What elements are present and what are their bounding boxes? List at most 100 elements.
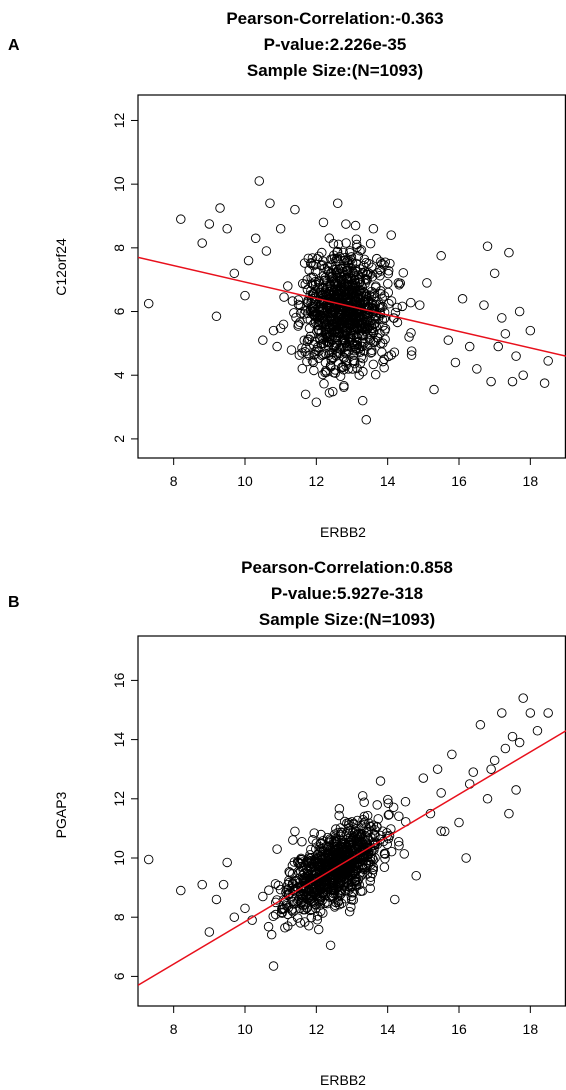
- data-point: [364, 290, 375, 300]
- data-point: [324, 388, 335, 398]
- data-point: [327, 319, 338, 330]
- data-point: [351, 860, 361, 871]
- panel-b-title-line-2: P-value:5.927e-318: [271, 584, 423, 603]
- data-point: [229, 268, 240, 279]
- x-tick-label: 8: [170, 1021, 178, 1037]
- data-point: [347, 817, 357, 827]
- data-point: [358, 366, 368, 377]
- data-point: [345, 267, 355, 278]
- data-point: [297, 881, 308, 892]
- data-point: [472, 364, 482, 374]
- data-point: [278, 319, 289, 330]
- data-point: [379, 354, 389, 365]
- data-point: [258, 335, 268, 345]
- data-point: [371, 296, 381, 307]
- data-point: [507, 376, 518, 387]
- data-point: [299, 258, 310, 268]
- data-point: [532, 725, 543, 736]
- data-point: [304, 334, 315, 344]
- data-point: [197, 879, 207, 890]
- y-tick-label: 8: [111, 244, 127, 252]
- data-point: [309, 828, 320, 838]
- data-point: [215, 203, 225, 213]
- data-point: [468, 767, 479, 777]
- data-point: [447, 749, 457, 760]
- data-point: [340, 255, 351, 265]
- data-point: [329, 253, 340, 264]
- data-point: [504, 247, 514, 258]
- data-point: [364, 303, 375, 313]
- data-point: [345, 844, 356, 855]
- data-point: [375, 257, 386, 267]
- data-point: [341, 219, 351, 229]
- data-point: [344, 885, 354, 895]
- data-point: [307, 279, 317, 289]
- data-point: [486, 764, 496, 774]
- data-point: [270, 897, 281, 908]
- data-point: [229, 912, 240, 922]
- data-point: [300, 389, 311, 400]
- data-point: [539, 378, 550, 388]
- data-point: [359, 811, 370, 822]
- data-point: [336, 827, 346, 838]
- data-point: [143, 298, 154, 309]
- y-tick-label: 4: [111, 371, 127, 379]
- data-point: [331, 288, 341, 299]
- data-point: [324, 286, 334, 297]
- data-point: [359, 797, 369, 807]
- data-point: [368, 862, 379, 872]
- data-point: [406, 350, 417, 360]
- data-point: [493, 341, 503, 352]
- data-point: [339, 380, 349, 391]
- data-point: [324, 290, 334, 300]
- data-point: [313, 277, 324, 287]
- data-point: [204, 219, 215, 229]
- data-point: [353, 829, 364, 839]
- data-point: [328, 892, 338, 903]
- data-point: [325, 871, 336, 882]
- data-point: [359, 254, 370, 265]
- data-point: [325, 834, 335, 844]
- data-point: [289, 308, 299, 318]
- data-point: [375, 830, 386, 841]
- data-point: [314, 897, 324, 907]
- data-point: [342, 265, 353, 276]
- y-tick-label: 14: [111, 732, 127, 748]
- data-point: [385, 258, 395, 269]
- data-point: [270, 879, 281, 889]
- data-point: [283, 890, 293, 901]
- data-point: [383, 287, 394, 298]
- scatter-points: [143, 176, 553, 425]
- data-point: [341, 302, 351, 313]
- data-point: [374, 264, 385, 275]
- data-point: [386, 846, 397, 857]
- data-point: [331, 349, 342, 359]
- data-point: [518, 693, 528, 703]
- data-point: [386, 296, 397, 306]
- data-point: [349, 290, 359, 301]
- data-point: [329, 887, 340, 898]
- data-point: [379, 362, 389, 373]
- data-point: [393, 837, 404, 847]
- data-point: [322, 265, 332, 276]
- data-point: [292, 913, 303, 923]
- data-point: [351, 234, 362, 244]
- data-point: [362, 810, 373, 821]
- data-point: [375, 776, 386, 786]
- data-point: [393, 278, 404, 288]
- data-point: [301, 890, 311, 901]
- panel-a-y-axis-label: C12orf24: [53, 238, 69, 296]
- data-point: [313, 849, 323, 859]
- data-point: [258, 891, 268, 902]
- data-point: [296, 897, 306, 908]
- data-point: [297, 857, 308, 867]
- data-point: [306, 878, 317, 889]
- panel-a-title-line-3: Sample Size:(N=1093): [247, 61, 423, 80]
- data-point: [418, 773, 429, 783]
- data-point: [297, 363, 308, 374]
- data-point: [326, 315, 337, 325]
- data-point: [335, 317, 346, 328]
- data-point: [504, 808, 514, 819]
- data-point: [338, 247, 348, 258]
